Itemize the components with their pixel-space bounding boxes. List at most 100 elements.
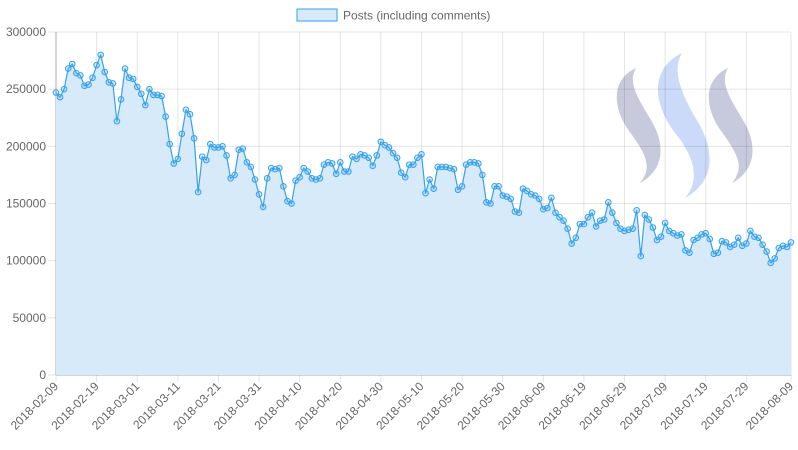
data-point[interactable]: [68, 60, 76, 68]
data-point[interactable]: [475, 160, 482, 167]
data-point[interactable]: [523, 187, 531, 195]
data-point[interactable]: [64, 65, 72, 72]
data-point[interactable]: [345, 168, 352, 175]
data-point[interactable]: [101, 68, 109, 76]
data-point[interactable]: [207, 140, 214, 148]
data-point[interactable]: [56, 93, 64, 101]
data-point[interactable]: [93, 61, 100, 69]
data-point[interactable]: [755, 234, 762, 242]
data-point[interactable]: [170, 160, 178, 167]
data-point[interactable]: [458, 183, 466, 190]
data-point[interactable]: [280, 183, 287, 190]
data-point[interactable]: [535, 195, 543, 203]
data-point[interactable]: [479, 171, 486, 179]
data-point[interactable]: [572, 234, 580, 242]
data-point[interactable]: [397, 169, 405, 176]
data-point[interactable]: [219, 143, 226, 150]
data-point[interactable]: [243, 159, 251, 166]
data-point[interactable]: [600, 216, 608, 223]
data-point[interactable]: [548, 194, 555, 202]
data-point[interactable]: [292, 177, 299, 184]
data-point[interactable]: [661, 219, 669, 227]
data-point[interactable]: [609, 209, 616, 216]
data-point[interactable]: [450, 165, 458, 173]
data-point[interactable]: [133, 83, 141, 91]
data-point[interactable]: [146, 85, 153, 93]
data-point[interactable]: [767, 259, 775, 267]
data-point[interactable]: [422, 189, 429, 197]
data-point[interactable]: [332, 170, 340, 178]
data-point[interactable]: [129, 75, 137, 83]
data-point[interactable]: [560, 217, 567, 224]
data-point[interactable]: [722, 239, 730, 246]
data-point[interactable]: [771, 255, 779, 262]
data-point[interactable]: [231, 171, 238, 179]
data-point[interactable]: [487, 200, 494, 207]
data-point[interactable]: [194, 188, 202, 196]
data-point[interactable]: [649, 224, 657, 231]
data-point[interactable]: [454, 186, 462, 194]
data-point[interactable]: [653, 236, 661, 244]
data-point[interactable]: [328, 160, 336, 167]
data-point[interactable]: [239, 145, 247, 152]
data-point[interactable]: [202, 156, 210, 164]
data-point[interactable]: [592, 223, 600, 230]
data-point[interactable]: [401, 173, 409, 181]
data-point[interactable]: [604, 199, 612, 206]
data-point[interactable]: [657, 233, 665, 240]
data-point[interactable]: [633, 207, 640, 214]
data-point[interactable]: [186, 111, 194, 118]
data-point[interactable]: [109, 80, 117, 87]
data-point[interactable]: [426, 176, 433, 183]
data-point[interactable]: [52, 89, 60, 96]
data-point[interactable]: [113, 117, 121, 125]
data-point[interactable]: [763, 248, 770, 255]
data-point[interactable]: [178, 130, 186, 138]
data-point[interactable]: [637, 252, 645, 260]
data-point[interactable]: [162, 113, 169, 120]
data-point[interactable]: [117, 96, 125, 103]
data-point[interactable]: [369, 162, 377, 170]
data-point[interactable]: [316, 175, 324, 182]
data-point[interactable]: [580, 220, 588, 228]
data-point[interactable]: [198, 153, 206, 160]
data-point[interactable]: [410, 161, 417, 168]
data-point[interactable]: [678, 231, 685, 238]
data-point[interactable]: [166, 140, 173, 148]
data-point[interactable]: [97, 51, 104, 59]
data-point[interactable]: [564, 225, 571, 232]
data-point[interactable]: [300, 164, 308, 172]
legend-label[interactable]: Posts (including comments): [343, 9, 490, 23]
data-point[interactable]: [89, 74, 96, 82]
data-point[interactable]: [77, 72, 84, 79]
data-point[interactable]: [227, 175, 234, 182]
data-point[interactable]: [121, 65, 129, 72]
data-point[interactable]: [730, 241, 738, 248]
legend[interactable]: Posts (including comments): [296, 8, 490, 23]
series-points[interactable]: [52, 51, 795, 267]
data-point[interactable]: [60, 85, 68, 93]
data-point[interactable]: [714, 249, 722, 256]
data-point[interactable]: [641, 211, 649, 219]
data-point[interactable]: [263, 175, 271, 182]
data-point[interactable]: [544, 204, 551, 212]
data-point[interactable]: [255, 191, 263, 198]
data-point[interactable]: [531, 192, 539, 199]
data-point[interactable]: [414, 154, 421, 162]
data-point[interactable]: [702, 229, 710, 237]
data-point[interactable]: [288, 200, 295, 207]
data-point[interactable]: [190, 135, 198, 142]
data-point[interactable]: [552, 209, 559, 216]
data-point[interactable]: [336, 159, 344, 166]
data-point[interactable]: [296, 173, 303, 181]
data-point[interactable]: [393, 154, 401, 162]
data-point[interactable]: [787, 239, 795, 246]
data-point[interactable]: [783, 243, 791, 251]
data-point[interactable]: [743, 240, 750, 247]
data-point[interactable]: [353, 155, 360, 163]
legend-swatch[interactable]: [296, 8, 338, 22]
data-point[interactable]: [251, 176, 259, 183]
data-point[interactable]: [706, 235, 714, 243]
data-point[interactable]: [507, 195, 515, 203]
data-point[interactable]: [556, 213, 563, 221]
